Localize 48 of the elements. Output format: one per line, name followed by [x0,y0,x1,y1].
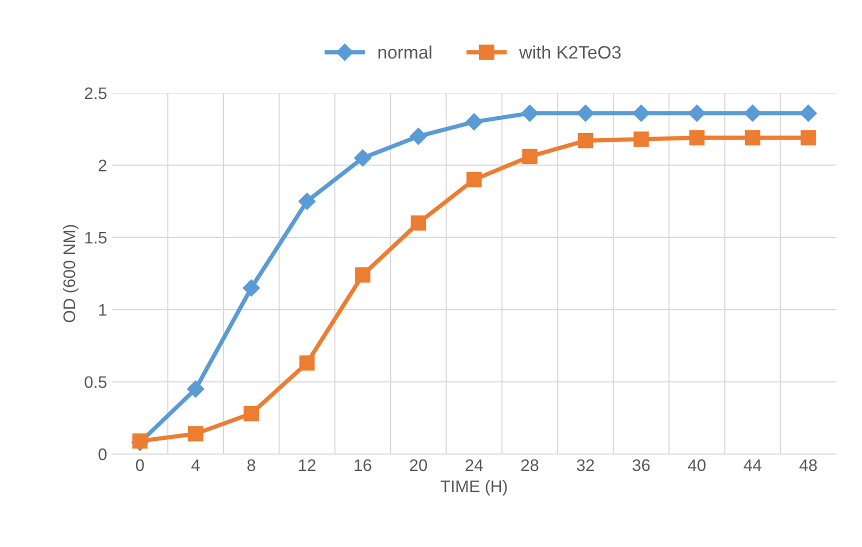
y-tick-label: 2.5 [84,87,106,100]
point [521,104,538,122]
x-tick-label: 32 [576,459,594,472]
x-tick-label: 48 [799,459,817,472]
legend-label: with K2TeO3 [519,45,621,59]
x-tick-label: 24 [466,459,483,471]
x-axis-title: TIME (H) [440,480,507,496]
point [466,172,482,188]
point [744,130,760,146]
point [355,267,370,283]
point [187,380,204,398]
x-tick-label: 44 [744,459,762,471]
point [132,433,148,449]
point [188,426,204,442]
y-tick-label: 1 [99,304,106,316]
x-tick-label: 12 [299,459,316,471]
y-tick-label: 2 [98,160,106,172]
point [244,406,259,422]
point [800,104,817,122]
point [242,279,260,296]
point [576,104,594,122]
x-tick-label: 0 [136,459,144,472]
x-tick-label: 8 [247,459,256,472]
point [689,130,705,146]
x-tick-label: 16 [354,459,372,472]
point [634,132,649,147]
point [632,104,650,122]
point [800,130,816,146]
point [522,148,538,164]
x-tick-label: 28 [521,459,538,472]
point [744,104,762,122]
x-tick-label: 36 [632,459,650,472]
y-tick-label: 0.5 [84,376,106,388]
point [354,149,372,167]
point [298,192,316,210]
x-tick-label: 40 [688,459,706,472]
x-tick-label: 20 [410,459,428,472]
point [466,113,483,130]
point [299,355,315,371]
point [578,133,594,148]
point [688,104,706,122]
point [410,215,426,231]
y-axis-title: OD (600 NM) [62,224,78,322]
y-tick-label: 1.5 [85,232,106,244]
y-tick-label: 0 [98,448,107,460]
x-tick-label: 4 [191,459,200,471]
point [410,128,427,145]
legend-label: normal [378,45,432,59]
